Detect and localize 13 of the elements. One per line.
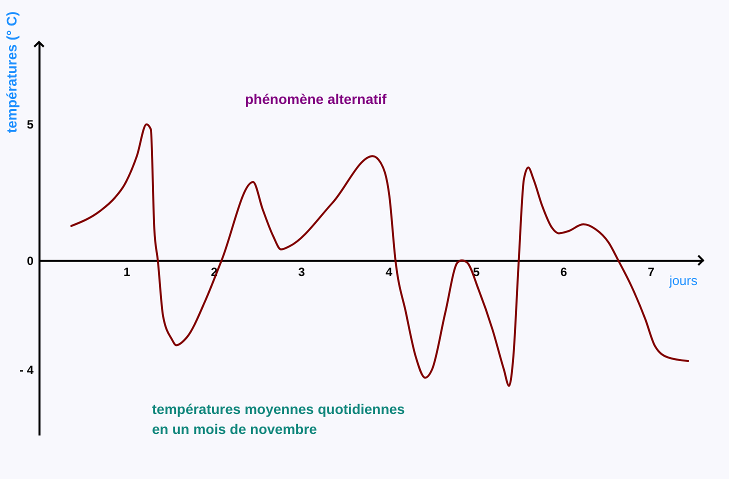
x-tick-label: 5 [473,264,480,279]
annotation: températures moyennes quotidiennes en un mois de novembre [152,401,406,437]
y-tick-label: - 4 [19,363,34,377]
text: phénomène alternatif [245,91,387,107]
x-tick-label: 3 [298,264,306,279]
x-tick-label: 1 [124,264,131,279]
y-axis-title: températures (° C) [4,12,20,134]
x-tick-label: 7 [648,264,655,279]
y-tick-label: 5 [26,117,34,132]
y-tick-label: 0 [26,254,34,268]
x-axis-title: jours [668,272,698,288]
x-tick-label: 4 [386,264,393,279]
x-tick-label: 6 [560,264,568,279]
